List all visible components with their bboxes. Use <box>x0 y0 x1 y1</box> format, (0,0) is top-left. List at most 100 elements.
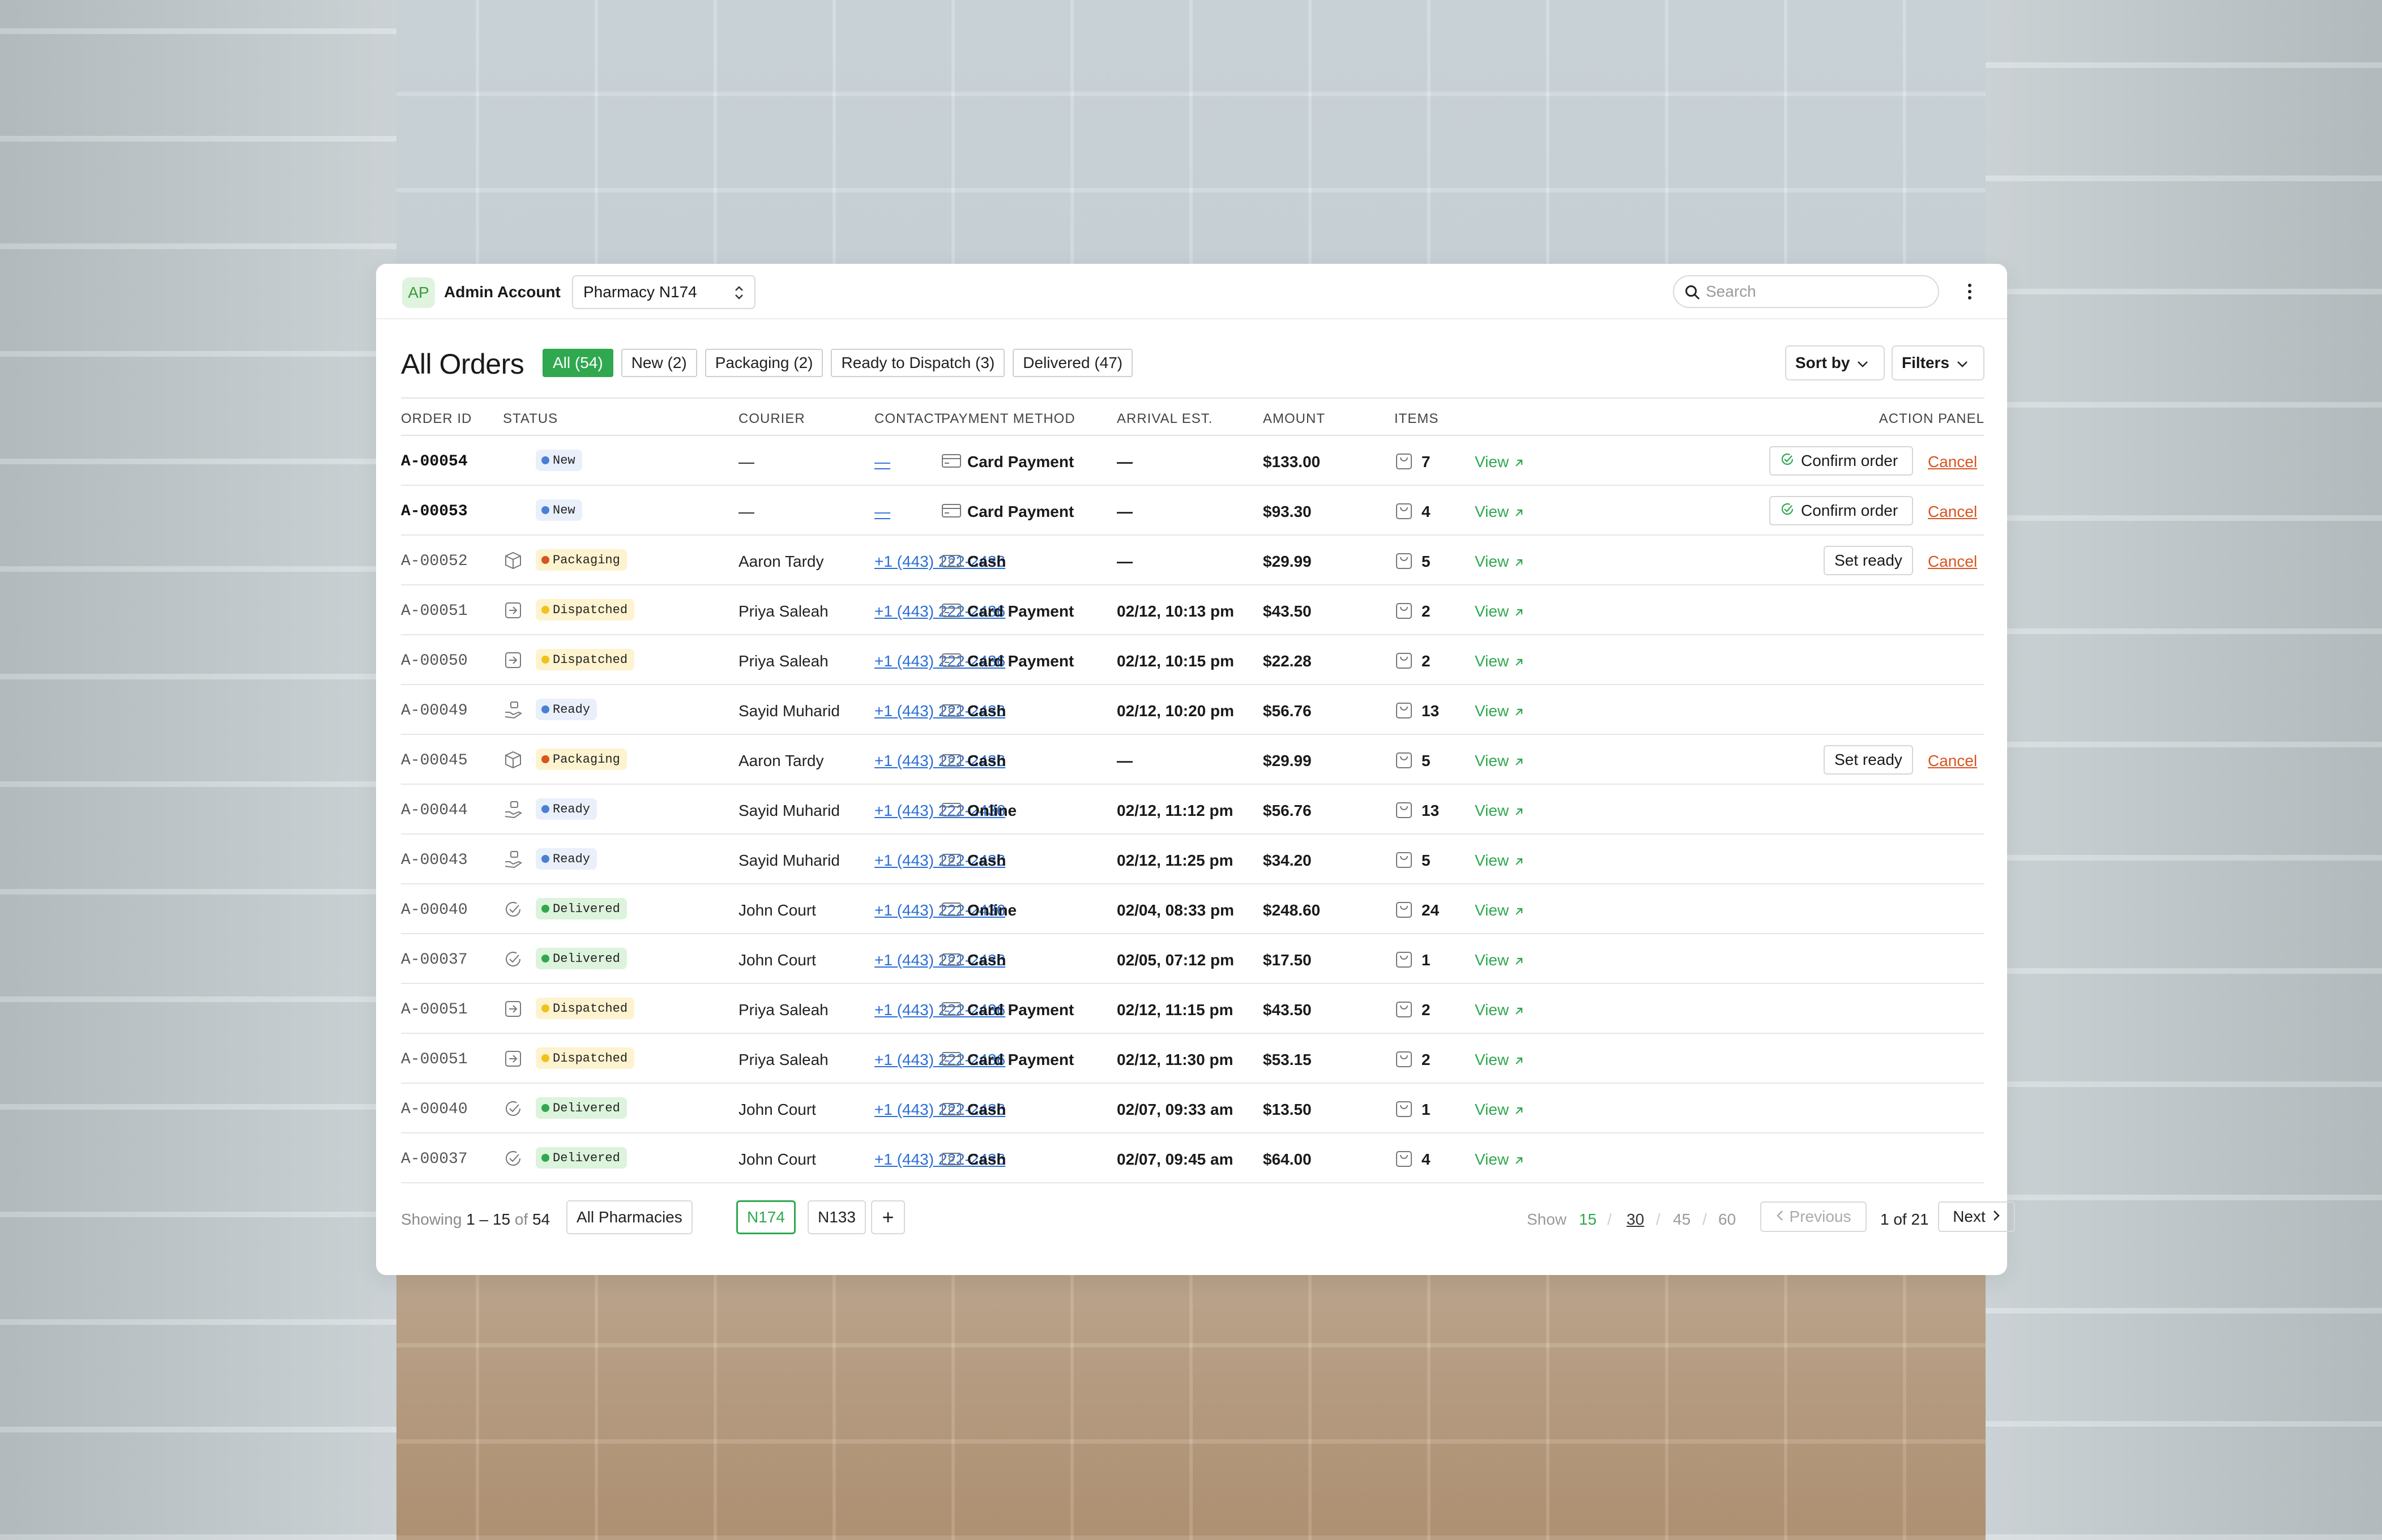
view-link[interactable]: View <box>1475 901 1525 919</box>
table-row[interactable]: A-00049 Ready Sayid Muharid +1 (443) 222-24… <box>401 685 1984 735</box>
contact-link[interactable]: +1 (443) 222-2436 <box>874 553 1006 570</box>
payment-method: Card Payment <box>967 1001 1074 1019</box>
filters-button[interactable]: Filters <box>1892 345 1984 380</box>
contact-link[interactable]: +1 (443) 222-2436 <box>874 702 1006 720</box>
view-link[interactable]: View <box>1475 802 1525 820</box>
arrow-up-right-icon <box>1509 453 1525 470</box>
view-link[interactable]: View <box>1475 503 1525 521</box>
search-box[interactable] <box>1673 275 1939 308</box>
table-row[interactable]: A-00044 Ready Sayid Muharid +1 (443) 222-24… <box>401 785 1984 835</box>
contact-link[interactable]: +1 (443) 222-2436 <box>874 1001 1006 1019</box>
payment-method: Cash <box>967 951 1006 969</box>
cancel-link[interactable]: Cancel <box>1928 503 1978 520</box>
table-row[interactable]: A-00043 Ready Sayid Muharid +1 (443) 222-24… <box>401 835 1984 884</box>
contact-link[interactable]: — <box>874 453 890 470</box>
bag-icon <box>1394 601 1414 621</box>
table-row[interactable]: A-00045 Packaging Aaron Tardy +1 (443) 222-… <box>401 735 1984 785</box>
contact-link[interactable]: +1 (443) 222-2436 <box>874 802 1006 819</box>
table-row[interactable]: A-00037 Delivered John Court +1 (443) 222-2… <box>401 1133 1984 1183</box>
view-link[interactable]: View <box>1475 1150 1525 1169</box>
confirm-order-button[interactable]: Confirm order <box>1769 446 1913 476</box>
contact-link[interactable]: +1 (443) 222-2436 <box>874 1051 1006 1068</box>
view-link[interactable]: View <box>1475 453 1525 471</box>
sort-by-button[interactable]: Sort by <box>1785 345 1885 380</box>
pharmacy-chip-0[interactable]: All Pharmacies <box>566 1200 693 1234</box>
column-header-payment-method[interactable]: PAYMENT METHOD <box>941 411 1075 426</box>
table-row[interactable]: A-00052 Packaging Aaron Tardy +1 (443) 222-… <box>401 536 1984 585</box>
view-link[interactable]: View <box>1475 553 1525 571</box>
view-link[interactable]: View <box>1475 951 1525 969</box>
contact-link[interactable]: +1 (443) 222-2436 <box>874 752 1006 769</box>
page-size-60[interactable]: 60 <box>1718 1210 1736 1228</box>
table-row[interactable]: A-00051 Dispatched Priya Saleah +1 (443) 22… <box>401 1034 1984 1084</box>
cancel-link[interactable]: Cancel <box>1928 752 1978 769</box>
arrival-estimate: 02/12, 11:12 pm <box>1117 802 1233 819</box>
contact-link[interactable]: +1 (443) 222-2436 <box>874 602 1006 620</box>
view-link[interactable]: View <box>1475 652 1525 670</box>
next-button[interactable]: Next <box>1938 1201 2015 1232</box>
amount: $56.76 <box>1263 802 1312 819</box>
orders-table: ORDER ID STATUS COURIER CONTACT PAYMENT … <box>401 397 1984 1183</box>
more-options-icon[interactable] <box>1960 275 1980 308</box>
view-link[interactable]: View <box>1475 1001 1525 1019</box>
cancel-link[interactable]: Cancel <box>1928 553 1978 570</box>
add-pharmacy-button[interactable]: + <box>871 1200 905 1234</box>
view-link[interactable]: View <box>1475 1051 1525 1069</box>
column-header-arrival-est[interactable]: ARRIVAL EST. <box>1117 411 1213 426</box>
pharmacy-chip-2[interactable]: N133 <box>808 1200 866 1234</box>
tab-4[interactable]: Delivered (47) <box>1013 349 1133 377</box>
contact-link[interactable]: +1 (443) 222-2436 <box>874 852 1006 869</box>
view-link[interactable]: View <box>1475 1101 1525 1119</box>
table-row[interactable]: A-00040 Delivered John Court +1 (443) 222-2… <box>401 1084 1984 1133</box>
previous-button[interactable]: Previous <box>1760 1201 1867 1232</box>
chevron-down-icon <box>1956 354 1969 372</box>
order-id: A-00054 <box>401 453 468 470</box>
avatar[interactable]: AP <box>402 277 435 308</box>
cancel-link[interactable]: Cancel <box>1928 453 1978 470</box>
view-label: View <box>1475 901 1509 919</box>
contact-link[interactable]: +1 (443) 222-2436 <box>874 1101 1006 1118</box>
contact-link[interactable]: +1 (443) 222-2436 <box>874 901 1006 919</box>
table-row[interactable]: A-00054 New — — Card Payment — $133.00 7 View Con… <box>401 436 1984 486</box>
arrow-up-right-icon <box>1509 503 1525 520</box>
view-link[interactable]: View <box>1475 852 1525 870</box>
table-row[interactable]: A-00050 Dispatched Priya Saleah +1 (443) 22… <box>401 635 1984 685</box>
tab-2[interactable]: Packaging (2) <box>705 349 823 377</box>
tab-1[interactable]: New (2) <box>621 349 697 377</box>
table-row[interactable]: A-00053 New — — Card Payment — $93.30 4 View Conf… <box>401 486 1984 536</box>
page-size-45[interactable]: 45 <box>1673 1210 1691 1228</box>
pharmacy-select[interactable]: Pharmacy N174 <box>572 275 755 309</box>
contact-link[interactable]: +1 (443) 222-2436 <box>874 1150 1006 1168</box>
contact-link[interactable]: — <box>874 503 890 520</box>
page-size-30[interactable]: 30 <box>1627 1210 1645 1228</box>
table-row[interactable]: A-00040 Delivered John Court +1 (443) 222-2… <box>401 884 1984 934</box>
view-link[interactable]: View <box>1475 752 1525 770</box>
check-circle-icon <box>503 899 523 919</box>
contact-link[interactable]: +1 (443) 222-2436 <box>874 951 1006 969</box>
account-name[interactable]: Admin Account <box>444 283 561 301</box>
search-input[interactable] <box>1706 283 1921 301</box>
table-row[interactable]: A-00051 Dispatched Priya Saleah +1 (443) 22… <box>401 585 1984 635</box>
order-id: A-00052 <box>401 553 468 570</box>
bag-icon <box>1394 950 1414 969</box>
set-ready-button[interactable]: Set ready <box>1824 546 1913 575</box>
tab-0[interactable]: All (54) <box>543 349 613 377</box>
view-link[interactable]: View <box>1475 602 1525 621</box>
table-row[interactable]: A-00051 Dispatched Priya Saleah +1 (443) 22… <box>401 984 1984 1034</box>
column-header-items[interactable]: ITEMS <box>1394 411 1439 426</box>
table-row[interactable]: A-00037 Delivered John Court +1 (443) 222-2… <box>401 934 1984 984</box>
set-ready-button[interactable]: Set ready <box>1824 745 1913 775</box>
previous-label: Previous <box>1789 1208 1851 1225</box>
column-header-amount[interactable]: AMOUNT <box>1263 411 1325 426</box>
column-header-contact[interactable]: CONTACT <box>874 411 944 426</box>
contact-link[interactable]: +1 (443) 222-2436 <box>874 652 1006 670</box>
bag-icon <box>1394 1100 1414 1119</box>
pharmacy-chip-1[interactable]: N174 <box>736 1200 796 1234</box>
page-size-15[interactable]: 15 <box>1579 1210 1597 1228</box>
view-link[interactable]: View <box>1475 702 1525 720</box>
tab-3[interactable]: Ready to Dispatch (3) <box>831 349 1005 377</box>
confirm-order-button[interactable]: Confirm order <box>1769 496 1913 525</box>
column-header-courier[interactable]: COURIER <box>738 411 805 426</box>
column-header-status[interactable]: STATUS <box>503 411 558 426</box>
column-header-order-id[interactable]: ORDER ID <box>401 411 472 426</box>
